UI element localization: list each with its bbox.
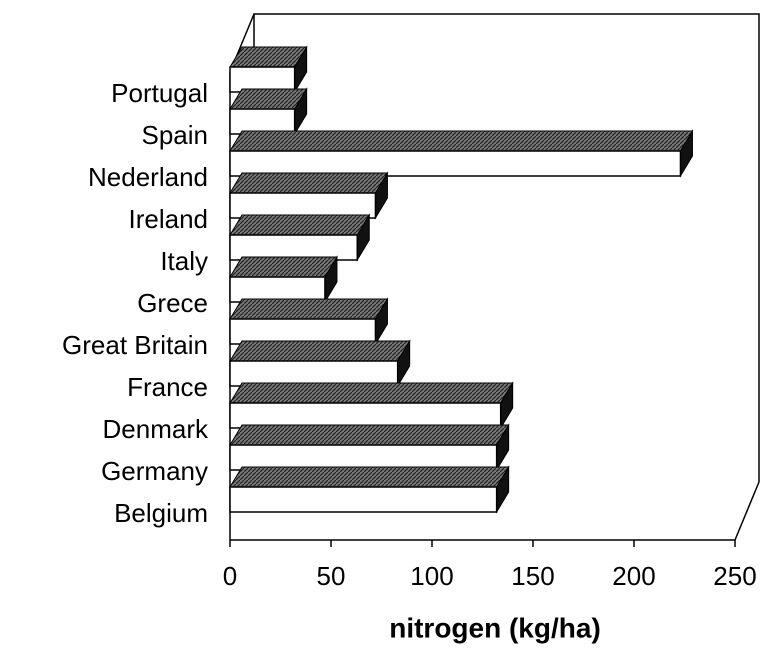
x-tick-label: 150 — [511, 561, 554, 591]
bar — [229, 234, 359, 261]
bar-top — [229, 340, 411, 362]
bar — [229, 360, 399, 387]
x-tick-label: 100 — [410, 561, 453, 591]
bar — [229, 318, 377, 345]
bar-top — [229, 172, 389, 194]
bar — [229, 486, 498, 513]
bar-top — [229, 466, 510, 488]
y-tick-label: Belgium — [114, 498, 208, 528]
bar — [229, 276, 326, 303]
y-tick-label: Ireland — [129, 204, 209, 234]
x-tick-label: 50 — [317, 561, 346, 591]
y-tick-label: Denmark — [103, 414, 209, 444]
x-tick-label: 250 — [713, 561, 756, 591]
y-tick-label: France — [127, 372, 208, 402]
y-tick-label: Italy — [160, 246, 208, 276]
bar-top — [229, 298, 389, 320]
bar — [229, 192, 377, 219]
bar-top — [229, 46, 308, 68]
bar-top — [229, 256, 338, 278]
y-tick-label: Portugal — [111, 78, 208, 108]
bar-top — [229, 214, 371, 236]
y-tick-label: Nederland — [88, 162, 208, 192]
bar — [229, 402, 502, 429]
y-tick-label: Grece — [137, 288, 208, 318]
floor — [734, 481, 760, 541]
bar-top — [229, 88, 308, 110]
y-tick-label: Germany — [101, 456, 208, 486]
bar-top — [229, 130, 694, 152]
bar — [229, 444, 498, 471]
x-axis-title: nitrogen (kg/ha) — [389, 612, 601, 643]
y-tick-label: Great Britain — [62, 330, 208, 360]
bar-top — [229, 424, 510, 446]
bar — [229, 66, 296, 93]
x-tick-label: 0 — [223, 561, 237, 591]
bar-top — [229, 382, 514, 404]
x-tick-label: 200 — [612, 561, 655, 591]
bar — [229, 150, 682, 177]
y-tick-label: Spain — [142, 120, 209, 150]
bar — [229, 108, 296, 135]
